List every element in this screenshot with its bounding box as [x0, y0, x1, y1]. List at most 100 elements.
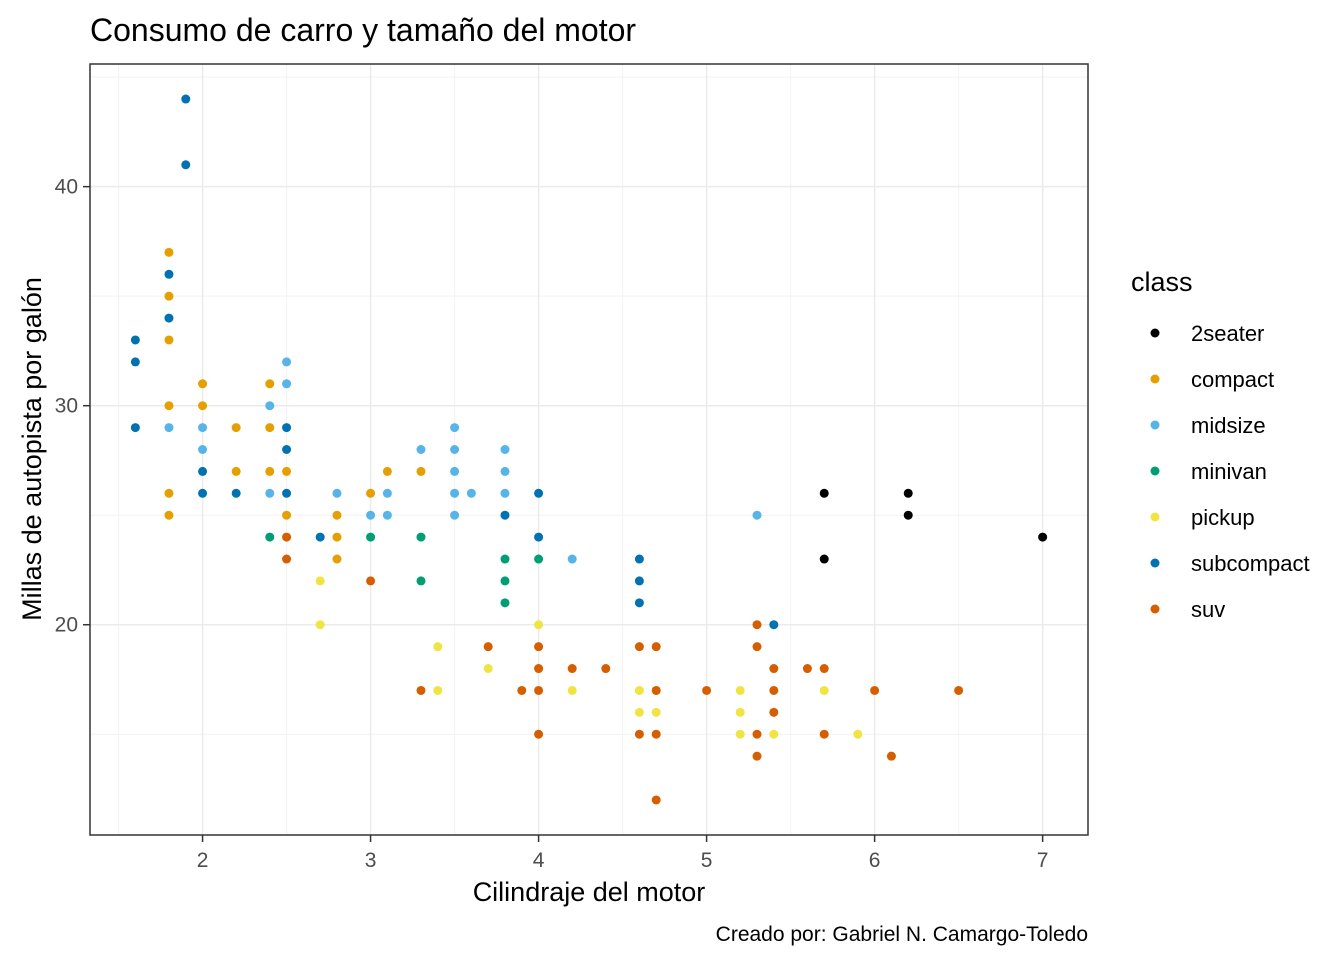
point-pickup [634, 685, 644, 695]
point-suv [752, 729, 762, 739]
point-suv [752, 751, 762, 761]
point-pickup [483, 664, 493, 674]
point-suv [534, 685, 544, 695]
caption: Creado por: Gabriel N. Camargo-Toledo [716, 923, 1088, 946]
point-suv [651, 642, 661, 652]
point-suv [954, 685, 964, 695]
point-compact [164, 335, 174, 345]
point-minivan [416, 576, 426, 586]
point-suv [517, 685, 527, 695]
point-compact [332, 554, 342, 564]
point-midsize [382, 510, 392, 520]
x-axis-title: Cilindraje del motor [473, 877, 706, 907]
point-midsize [450, 510, 460, 520]
point-subcompact [181, 160, 191, 170]
point-pickup [433, 685, 443, 695]
point-suv [752, 620, 762, 630]
point-subcompact [634, 598, 644, 608]
point-midsize [450, 423, 460, 433]
point-midsize [466, 488, 476, 498]
point-subcompact [164, 269, 174, 279]
point-suv [366, 576, 376, 586]
point-subcompact [315, 532, 325, 542]
point-compact [164, 401, 174, 411]
point-midsize [265, 488, 275, 498]
point-suv [282, 532, 292, 542]
point-compact [366, 488, 376, 498]
legend-label-compact: compact [1191, 367, 1274, 392]
plot-panel [89, 63, 1089, 836]
point-suv [769, 685, 779, 695]
point-compact [164, 291, 174, 301]
point-suv [567, 664, 577, 674]
point-suv [534, 729, 544, 739]
point-suv [534, 642, 544, 652]
point-suv [769, 707, 779, 717]
point-suv [634, 729, 644, 739]
legend-items: 2seater compact midsize minivan pickup subcom… [1150, 321, 1310, 622]
point-pickup [534, 620, 544, 630]
point-2seater [903, 488, 913, 498]
data-points [130, 94, 1048, 805]
point-suv [483, 642, 493, 652]
point-midsize [366, 510, 376, 520]
point-minivan [500, 554, 510, 564]
point-suv [870, 685, 880, 695]
plot-background [90, 64, 1088, 835]
point-midsize [500, 466, 510, 476]
point-suv [819, 729, 829, 739]
point-compact [164, 510, 174, 520]
point-compact [164, 488, 174, 498]
point-midsize [416, 445, 426, 454]
point-2seater [819, 554, 829, 564]
point-suv [819, 664, 829, 674]
legend-key-suv [1150, 604, 1160, 614]
x-tick-label: 7 [1037, 849, 1049, 872]
point-suv [416, 685, 426, 695]
x-tick-label: 5 [701, 849, 713, 872]
grid-major [90, 64, 1088, 835]
point-suv [634, 642, 644, 652]
y-tick-label: 40 [55, 176, 78, 199]
legend-label-pickup: pickup [1191, 505, 1255, 530]
point-midsize [282, 379, 292, 389]
point-pickup [819, 685, 829, 695]
legend-label-subcompact: subcompact [1191, 551, 1310, 576]
point-pickup [315, 620, 325, 630]
point-subcompact [534, 532, 544, 542]
point-compact [332, 532, 342, 542]
x-axis: 2 3 4 5 6 7 [197, 835, 1049, 872]
point-subcompact [181, 94, 191, 104]
y-axis: 20 30 40 [55, 176, 90, 637]
plot-border [89, 63, 1089, 836]
point-minivan [366, 532, 376, 542]
point-suv [282, 554, 292, 564]
point-subcompact [130, 423, 140, 433]
point-pickup [567, 685, 577, 695]
x-tick-label: 3 [365, 849, 377, 872]
point-midsize [752, 510, 762, 520]
x-tick-label: 4 [533, 849, 545, 872]
point-subcompact [500, 510, 510, 520]
point-midsize [265, 401, 275, 411]
point-suv [651, 685, 661, 695]
x-tick-label: 2 [197, 849, 209, 872]
point-subcompact [198, 466, 208, 476]
point-suv [651, 795, 661, 805]
point-pickup [853, 729, 863, 739]
point-compact [198, 401, 208, 411]
point-minivan [534, 554, 544, 564]
point-midsize [198, 445, 208, 454]
point-compact [198, 379, 208, 389]
point-pickup [433, 642, 443, 652]
point-pickup [651, 707, 661, 717]
point-compact [231, 423, 241, 433]
point-pickup [769, 729, 779, 739]
point-compact [282, 466, 292, 476]
point-midsize [282, 357, 292, 367]
y-axis-title: Millas de autopista por galón [17, 277, 47, 621]
point-compact [231, 466, 241, 476]
point-pickup [735, 729, 745, 739]
legend-key-compact [1150, 374, 1160, 384]
